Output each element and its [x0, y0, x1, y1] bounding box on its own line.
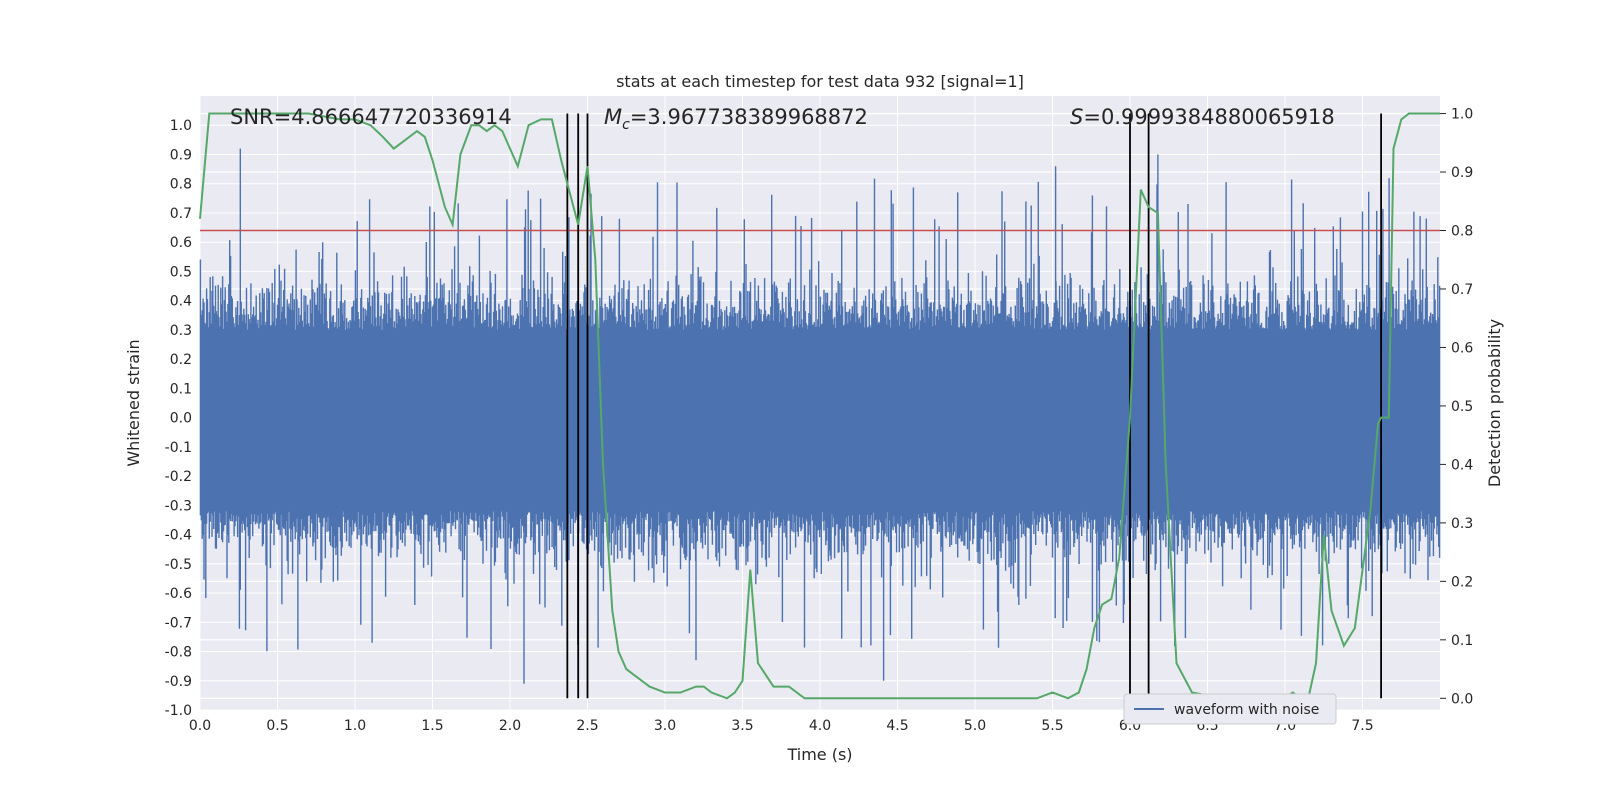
y-left-tick-label: -0.3	[165, 498, 192, 514]
x-tick-label: 7.5	[1351, 718, 1373, 734]
spin-value: =0.9999384880065918	[1083, 105, 1334, 129]
chirp-mass-annotation: Mc=3.967738389968872	[604, 105, 868, 133]
x-tick-label: 3.5	[731, 718, 753, 734]
x-tick-label: 0.5	[266, 718, 288, 734]
y-left-tick-label: -0.6	[165, 586, 192, 602]
x-axis-label: Time (s)	[786, 745, 852, 764]
snr-annotation: SNR=4.866647720336914	[230, 105, 512, 129]
y-left-tick-label: -0.2	[165, 469, 192, 485]
y-left-tick-label: -0.8	[165, 645, 192, 661]
y-right-tick-label: 0.2	[1451, 574, 1473, 590]
y-right-tick-label: 0.6	[1451, 340, 1473, 356]
y-left-tick-label: 0.0	[170, 411, 192, 427]
chirp-mass-value: =3.967738389968872	[630, 105, 868, 129]
y-left-tick-label: 0.8	[170, 177, 192, 193]
y-left-tick-label: -0.4	[165, 528, 192, 544]
y-left-tick-label: -0.9	[165, 674, 192, 690]
y-right-tick-label: 0.1	[1451, 633, 1473, 649]
y-right-tick-label: 0.7	[1451, 282, 1473, 298]
y-left-tick-label: 0.9	[170, 147, 192, 163]
y-left-tick-label: -0.1	[165, 440, 192, 456]
waveform-series-path	[199, 148, 1441, 684]
x-tick-label: 1.0	[344, 718, 366, 734]
chart-title: stats at each timestep for test data 932…	[616, 72, 1024, 91]
x-tick-label: 3.0	[654, 718, 676, 734]
y-left-tick-label: 0.2	[170, 352, 192, 368]
y-right-tick-label: 0.8	[1451, 223, 1473, 239]
spin-symbol: S	[1070, 105, 1083, 129]
spin-annotation: S=0.9999384880065918	[1070, 105, 1335, 129]
event-markers	[566, 113, 1382, 699]
y-left-tick-label: 0.3	[170, 323, 192, 339]
x-tick-label: 4.0	[809, 718, 831, 734]
y-left-axis-ticks: -1.0 -0.9 -0.8 -0.7 -0.6 -0.5 -0.4 -0.3 -0.2 -0.1…	[165, 118, 192, 719]
y-left-tick-label: 1.0	[170, 118, 192, 134]
y-left-tick-label: 0.5	[170, 264, 192, 280]
legend: waveform with noise	[1123, 693, 1337, 725]
waveform-series	[199, 148, 1441, 684]
y-right-axis-label: Detection probability	[1485, 319, 1504, 487]
y-right-tick-label: 0.3	[1451, 516, 1473, 532]
x-tick-label: 4.5	[886, 718, 908, 734]
y-right-tick-label: 0.4	[1451, 457, 1473, 473]
y-right-tick-label: 1.0	[1451, 107, 1473, 123]
y-right-tick-label: 0.9	[1451, 165, 1473, 181]
y-left-tick-label: -0.7	[165, 615, 192, 631]
x-tick-label: 5.5	[1041, 718, 1063, 734]
y-left-tick-label: 0.6	[170, 235, 192, 251]
x-tick-label: 1.5	[421, 718, 443, 734]
legend-box	[1123, 693, 1337, 725]
chirp-mass-subscript: c	[622, 117, 630, 133]
y-left-tick-label: 0.7	[170, 206, 192, 222]
y-right-axis-ticks: 0.0 0.1 0.2 0.3 0.4 0.5 0.6 0.7 0.8 0.9 1.0	[1440, 107, 1473, 707]
y-left-tick-label: -0.5	[165, 557, 192, 573]
y-left-tick-label: -1.0	[165, 703, 192, 719]
y-left-tick-label: 0.1	[170, 381, 192, 397]
y-right-tick-label: 0.5	[1451, 399, 1473, 415]
y-right-tick-label: 0.0	[1451, 691, 1473, 707]
x-tick-label: 2.0	[499, 718, 521, 734]
x-tick-label: 5.0	[964, 718, 986, 734]
x-tick-label: 0.0	[189, 718, 211, 734]
chirp-mass-symbol: M	[604, 105, 622, 129]
x-tick-label: 2.5	[576, 718, 598, 734]
y-left-tick-label: 0.4	[170, 294, 192, 310]
legend-label: waveform with noise	[1174, 702, 1319, 718]
y-left-axis-label: Whitened strain	[124, 339, 143, 466]
